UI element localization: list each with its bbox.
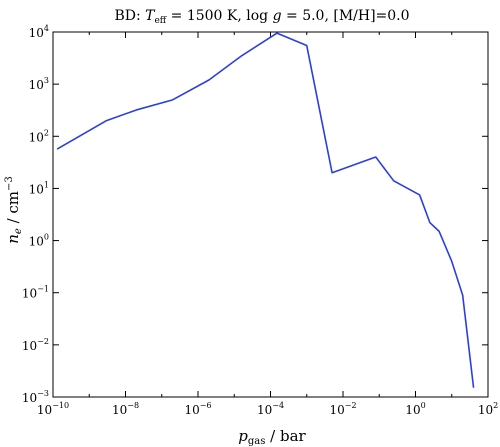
x-tick-labels: 10−10 10−8 10−6 10−4 10−2 100 102 (37, 401, 498, 417)
title-teff-symbol: T (145, 8, 156, 24)
x-tick-label-6-base: 10 (478, 403, 493, 417)
y-axis-label-subscript: e (13, 228, 24, 234)
y-axis-label: ne / cm−3 (4, 176, 24, 244)
y-tick-label-7-base: 10 (29, 26, 44, 40)
title-teff-subscript: eff (154, 16, 166, 26)
y-tick-label-0-exponent: −3 (37, 389, 49, 398)
x-tick-label-0-exponent: −10 (52, 401, 69, 410)
y-axis-label-exponent: −3 (4, 176, 15, 191)
x-tick-label-1: 10−8 (112, 401, 139, 417)
y-tick-label-6-exponent: 3 (44, 76, 49, 85)
title-middle: = 1500 K, log (166, 8, 272, 24)
x-tick-label-4-base: 10 (329, 403, 344, 417)
y-tick-label-7-exponent: 4 (44, 24, 49, 33)
y-tick-label-0: 10−3 (22, 389, 49, 405)
ticks-layer (52, 31, 489, 398)
title-g-symbol: g (273, 8, 282, 24)
x-tick-label-2-base: 10 (184, 403, 199, 417)
x-axis-label-subscript: gas (248, 436, 266, 447)
y-axis-label-unit: / cm (4, 191, 22, 228)
x-tick-label-3-exponent: −4 (272, 401, 284, 410)
x-tick-label-0: 10−10 (37, 401, 69, 417)
x-tick-label-1-base: 10 (112, 403, 127, 417)
x-tick-label-6: 102 (478, 401, 498, 417)
plot-frame (52, 31, 489, 398)
y-tick-label-4-exponent: 1 (44, 180, 49, 189)
y-tick-label-5: 102 (29, 128, 49, 144)
y-tick-label-3-exponent: 0 (44, 233, 49, 242)
x-tick-label-6-exponent: 2 (493, 401, 498, 410)
title-suffix: = 5.0, [M/H]=0.0 (282, 8, 410, 24)
x-tick-label-3-base: 10 (257, 403, 272, 417)
y-tick-label-4: 101 (29, 180, 49, 196)
y-tick-label-4-base: 10 (29, 182, 44, 196)
title-prefix: BD: (114, 8, 145, 24)
x-axis-label-symbol: p (238, 427, 248, 445)
y-tick-label-3-base: 10 (29, 235, 44, 249)
y-tick-label-0-base: 10 (22, 391, 37, 405)
y-tick-label-1: 10−2 (22, 337, 49, 353)
x-tick-label-5-base: 10 (405, 403, 420, 417)
x-tick-label-0-base: 10 (37, 403, 52, 417)
y-axis-label-symbol: n (4, 234, 22, 244)
y-tick-label-2-base: 10 (22, 287, 37, 301)
x-tick-label-4-exponent: −2 (345, 401, 357, 410)
series-line-ne (56, 32, 475, 388)
chart-title: BD: Teff = 1500 K, log g = 5.0, [M/H]=0.… (114, 8, 409, 26)
y-tick-label-1-exponent: −2 (37, 337, 49, 346)
y-tick-label-7: 104 (29, 24, 49, 40)
y-tick-label-3: 100 (29, 233, 49, 249)
x-tick-label-2: 10−6 (184, 401, 211, 417)
x-tick-label-2-exponent: −6 (200, 401, 212, 410)
y-tick-label-2: 10−1 (22, 285, 49, 301)
x-axis-label-unit: / bar (265, 427, 306, 445)
y-tick-label-5-exponent: 2 (44, 128, 49, 137)
y-tick-label-5-base: 10 (29, 130, 44, 144)
y-tick-label-1-base: 10 (22, 339, 37, 353)
x-tick-label-3: 10−4 (257, 401, 284, 417)
x-tick-label-1-exponent: −8 (127, 401, 139, 410)
x-axis-label: pgas / bar (238, 427, 306, 447)
x-tick-label-5: 100 (405, 401, 425, 417)
x-tick-label-5-exponent: 0 (421, 401, 426, 410)
x-tick-label-4: 10−2 (329, 401, 356, 417)
y-tick-label-2-exponent: −1 (37, 285, 49, 294)
y-tick-label-6: 103 (29, 76, 49, 92)
y-tick-label-6-base: 10 (29, 78, 44, 92)
